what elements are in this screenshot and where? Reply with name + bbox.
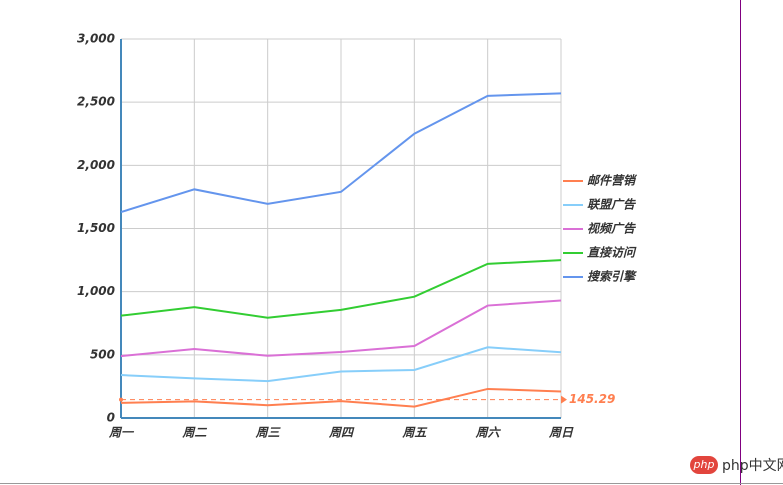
- x-tick-label: 周日: [548, 426, 574, 440]
- series-line: [120, 299, 562, 358]
- x-tick-label: 周二: [181, 426, 207, 440]
- series-line: [120, 92, 562, 214]
- y-tick-label: 0: [107, 411, 115, 425]
- y-tick-label: 3,000: [77, 32, 115, 46]
- series-line: [120, 387, 562, 408]
- average-arrow: [561, 395, 567, 404]
- x-tick-label: 周三: [255, 426, 282, 440]
- legend-label: 搜索引擎: [587, 270, 637, 284]
- logo-badge: [690, 456, 718, 474]
- watermark: php中文网: [722, 458, 783, 474]
- y-tick-label: 2,500: [77, 95, 115, 109]
- x-tick-label: 周六: [475, 426, 502, 440]
- legend-label: 视频广告: [587, 222, 637, 236]
- average-label: 145.29: [569, 392, 615, 406]
- legend-label: 直接访问: [587, 246, 637, 260]
- legend-label: 联盟广告: [587, 198, 637, 212]
- series-line: [120, 259, 562, 319]
- average-start: [119, 397, 123, 402]
- x-tick-label: 周一: [108, 426, 135, 440]
- legend-label: 邮件营销: [587, 174, 638, 188]
- x-tick-label: 周五: [401, 426, 428, 440]
- y-tick-label: 500: [90, 347, 115, 361]
- series-line: [120, 346, 562, 383]
- logo-php: php: [693, 458, 715, 471]
- x-tick-label: 周四: [328, 426, 355, 440]
- y-tick-label: 2,000: [77, 158, 115, 172]
- y-tick-label: 1,000: [77, 284, 115, 298]
- y-tick-label: 1,500: [77, 221, 115, 235]
